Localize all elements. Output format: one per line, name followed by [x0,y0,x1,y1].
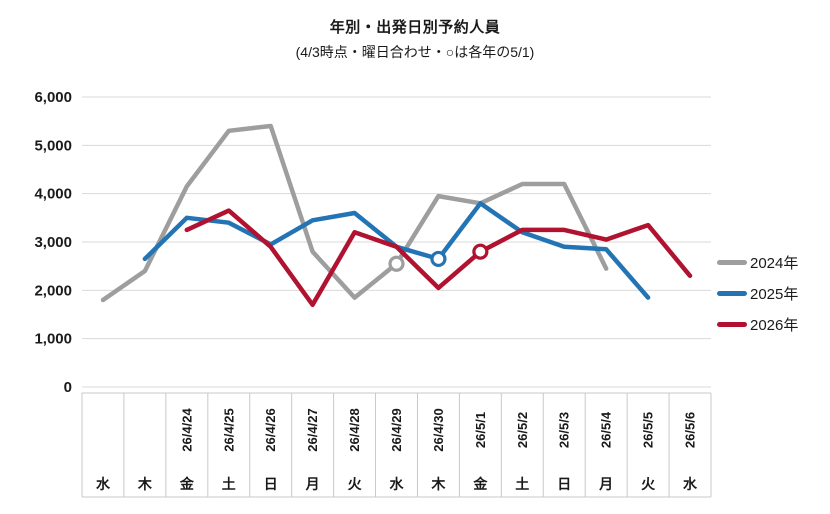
legend-line-swatch-2024 [717,260,747,265]
legend-item-2024: 2024年 [717,252,798,273]
series-line-2026年 [184,208,693,308]
x-axis-date-label: 26/5/6 [683,412,698,448]
legend-line-swatch-2026 [717,322,747,327]
x-axis-date-label: 26/4/27 [305,408,320,451]
y-axis-tick-label: 5,000 [34,137,72,154]
x-axis-date-label: 26/4/25 [221,408,236,451]
x-axis-weekday-label: 水 [96,476,111,492]
y-axis-tick-label: 6,000 [34,89,72,106]
legend-line-swatch-2025 [717,291,747,296]
series-line-2025年 [142,201,651,300]
x-axis-weekday-label: 木 [430,476,446,492]
may1-marker-2025年 [430,250,447,268]
y-axis-tick-label: 4,000 [34,186,72,203]
legend-item-2026: 2026年 [717,314,798,335]
x-axis-date-label: 26/4/24 [179,408,194,452]
x-axis-date-label: 26/5/5 [641,412,656,448]
x-axis-weekday-label: 日 [264,476,278,492]
x-axis-weekday-label: 月 [305,476,320,492]
legend-label-2026: 2026年 [750,317,799,334]
may1-marker-2026年 [472,243,489,260]
y-axis-tick-label: 1,000 [34,331,72,348]
x-axis-date-label: 26/4/29 [389,408,404,451]
x-axis-date-label: 26/5/1 [473,412,488,448]
x-axis-weekday-label: 木 [137,476,153,492]
legend-label-2024: 2024年 [750,255,799,272]
x-axis-weekday-label: 金 [179,476,195,492]
x-axis-date-label: 26/5/3 [557,412,572,448]
y-axis-tick-label: 0 [64,379,72,396]
chart-title: 年別・出発日別予約人員 [329,19,501,36]
x-axis-date-label: 26/5/2 [515,412,530,448]
x-axis-weekday-label: 火 [348,476,363,492]
x-axis-weekday-label: 金 [472,476,488,492]
x-axis-date-label: 26/4/30 [431,408,446,451]
x-axis-weekday-label: 土 [515,476,529,492]
x-axis-weekday-label: 土 [222,476,236,492]
legend: 2024年 2025年 2026年 [717,252,798,335]
x-axis-weekday-label: 水 [390,476,405,492]
x-axis-weekday-label: 水 [683,476,698,492]
chart-subtitle: (4/3時点・曜日合わせ・○は各年の5/1) [295,44,535,60]
x-axis-date-label: 26/5/4 [599,411,614,448]
series-line-2024年 [100,123,609,303]
may1-marker-2024年 [388,255,405,272]
x-axis-date-label: 26/4/28 [347,408,362,451]
x-axis-date-label: 26/4/26 [263,408,278,451]
x-axis-weekday-label: 月 [598,476,613,492]
y-axis-tick-label: 3,000 [34,234,72,251]
legend-label-2025: 2025年 [750,286,799,303]
x-axis-weekday-label: 日 [557,476,571,492]
y-axis-tick-label: 2,000 [34,282,72,299]
legend-item-2025: 2025年 [717,283,798,304]
x-axis-weekday-label: 火 [641,476,656,492]
